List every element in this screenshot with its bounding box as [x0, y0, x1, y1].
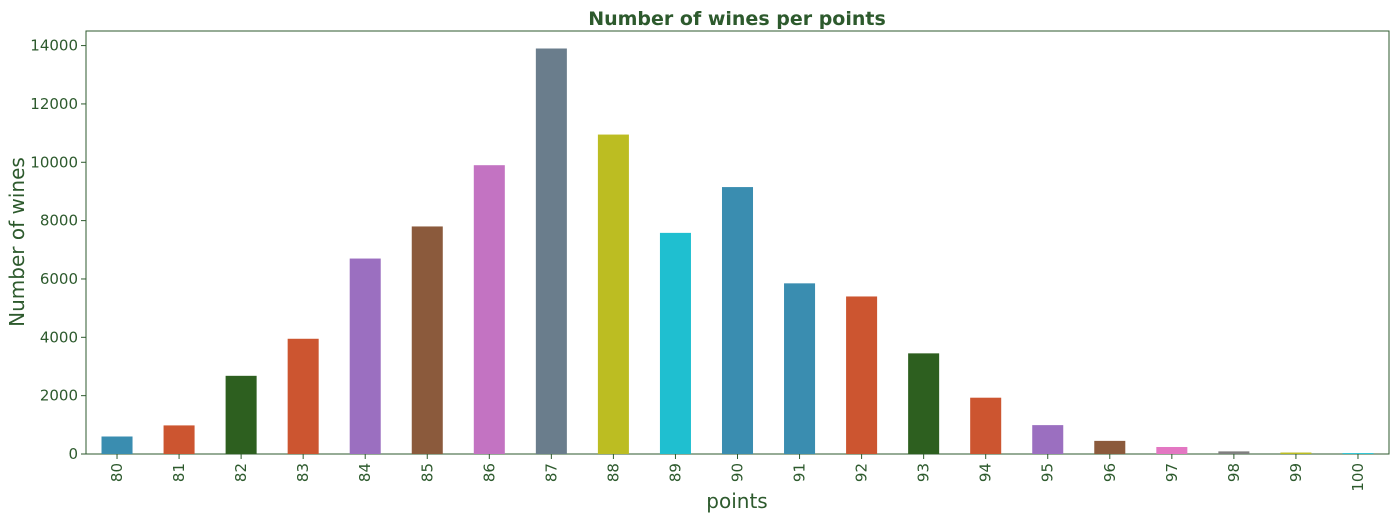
x-axis: 80 81 82 83 84 85 86 87 88 89 90 91 92 93 94 95 96 97 98 99…	[108, 454, 1367, 492]
y-tick-label: 8000	[40, 212, 78, 230]
x-tick-label: 93	[915, 463, 933, 482]
y-axis: 0 2000 4000 6000 8000 10000 12000 14000	[30, 37, 86, 463]
x-tick-label: 100	[1349, 463, 1367, 492]
bar-81	[163, 425, 195, 454]
bar-96	[1094, 440, 1126, 454]
bar-90	[721, 187, 754, 454]
x-axis-label: points	[706, 489, 767, 513]
bar-88	[597, 134, 629, 454]
bar-89	[659, 232, 691, 454]
x-tick-label: 89	[666, 463, 684, 482]
x-tick-label: 95	[1039, 463, 1057, 482]
bars-group	[101, 48, 1374, 454]
x-tick-label: 90	[729, 463, 747, 482]
y-tick-label: 14000	[30, 37, 78, 55]
bar-100	[1342, 453, 1374, 454]
x-tick-label: 86	[480, 463, 498, 482]
x-tick-label: 82	[232, 463, 250, 482]
x-tick-label: 97	[1163, 463, 1181, 482]
x-tick-label: 85	[418, 463, 436, 482]
x-tick-label: 96	[1101, 463, 1119, 482]
x-tick-label: 81	[170, 463, 188, 482]
y-axis-label: Number of wines	[5, 157, 29, 327]
y-tick-label: 6000	[40, 270, 78, 288]
bar-91	[784, 283, 816, 454]
y-tick-label: 4000	[40, 328, 78, 346]
bar-99	[1280, 452, 1312, 454]
x-tick-label: 92	[853, 463, 871, 482]
bar-83	[287, 338, 319, 454]
x-tick-label: 94	[977, 463, 995, 482]
bar-94	[970, 397, 1002, 454]
x-tick-label: 98	[1225, 463, 1243, 482]
bar-95	[1032, 425, 1064, 454]
bar-82	[225, 375, 257, 454]
y-tick-label: 12000	[30, 95, 78, 113]
x-tick-label: 83	[294, 463, 312, 482]
x-tick-label: 84	[356, 463, 374, 482]
y-tick-label: 10000	[30, 153, 78, 171]
x-tick-label: 80	[108, 463, 126, 482]
x-tick-label: 99	[1287, 463, 1305, 482]
bar-84	[349, 258, 381, 454]
bar-92	[846, 296, 878, 454]
bar-86	[473, 165, 505, 454]
x-tick-label: 91	[791, 463, 809, 482]
y-tick-label: 2000	[40, 387, 78, 405]
y-tick-label: 0	[68, 445, 78, 463]
bar-93	[908, 353, 940, 454]
chart-title: Number of wines per points	[588, 8, 886, 30]
bar-87	[535, 48, 567, 454]
bar-85	[411, 226, 443, 454]
bar-80	[101, 436, 133, 454]
bar-98	[1218, 451, 1250, 454]
x-tick-label: 88	[604, 463, 622, 482]
bar-97	[1156, 446, 1188, 454]
x-tick-label: 87	[542, 463, 560, 482]
